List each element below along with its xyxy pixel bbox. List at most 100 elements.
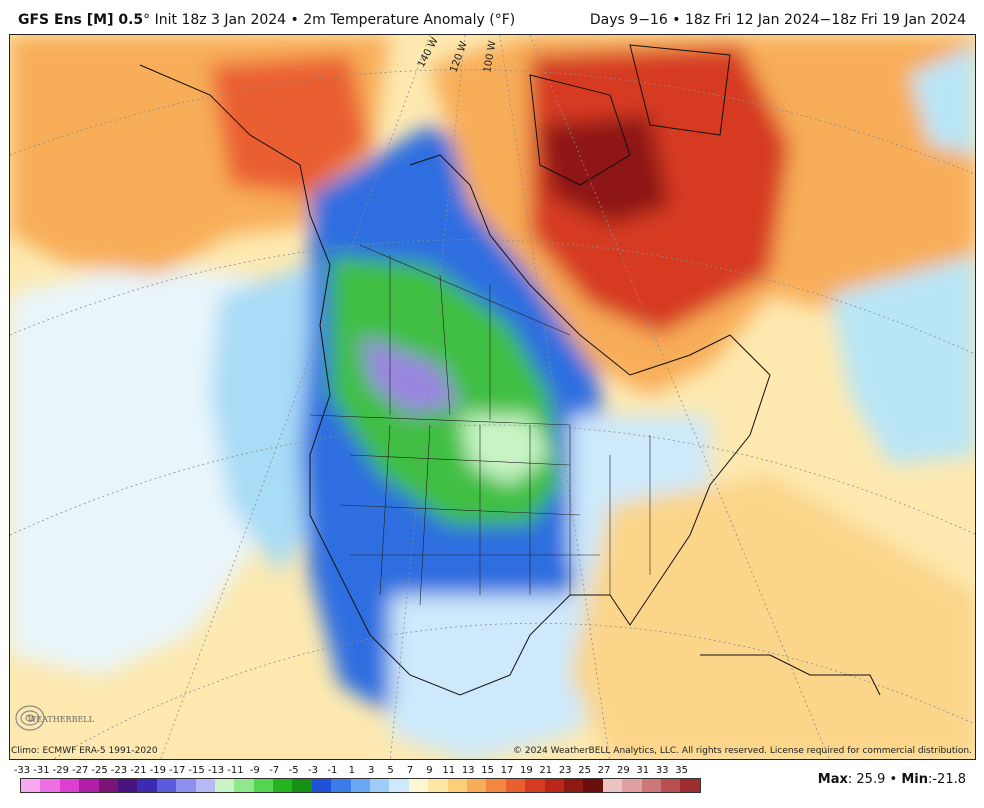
model-name: GFS Ens [M] 0.5 bbox=[18, 12, 144, 28]
legend-tick-label: -9 bbox=[249, 765, 260, 776]
legend-tick-label: 9 bbox=[426, 765, 433, 776]
max-value: 25.9 bbox=[856, 772, 886, 787]
legend-swatch bbox=[641, 779, 661, 792]
legend-tick-label: -13 bbox=[207, 765, 225, 776]
legend-labels: -33 -31 -29 -27 -25 -23 -21 -19 -17 -15 -13 -11 -9 -7… bbox=[14, 763, 704, 777]
legend-tick-label: -3 bbox=[308, 765, 318, 776]
longitude-line bbox=[529, 35, 830, 759]
max-label: Max bbox=[817, 772, 848, 787]
legend-tick-label: -25 bbox=[91, 765, 108, 776]
legend-tick-label: 27 bbox=[597, 765, 611, 776]
legend-swatch bbox=[156, 779, 177, 792]
period-days: Days 9−16 bbox=[589, 12, 668, 28]
latitude-line bbox=[10, 424, 975, 536]
legend-tick-label: -15 bbox=[188, 765, 205, 776]
legend-swatch bbox=[176, 779, 196, 792]
legend-swatch bbox=[544, 779, 564, 792]
graticule bbox=[10, 35, 975, 759]
legend-tick-label: -21 bbox=[130, 765, 147, 776]
legend-tick-label: 29 bbox=[617, 765, 630, 776]
legend-tick-label: 5 bbox=[387, 765, 394, 776]
logo-text: WEATHERBELL bbox=[28, 715, 95, 724]
legend-swatch bbox=[40, 779, 60, 792]
legend-swatch bbox=[292, 779, 312, 792]
alaska-warm-core bbox=[210, 55, 370, 195]
stats-separator: • bbox=[889, 772, 898, 787]
legend-swatch bbox=[389, 779, 409, 792]
legend-tick-label: 25 bbox=[578, 765, 591, 776]
legend-tick-label: -5 bbox=[288, 765, 299, 776]
legend-swatch bbox=[486, 779, 506, 792]
legend-swatch bbox=[660, 779, 681, 792]
legend-tick-label: 33 bbox=[655, 765, 669, 776]
legend-tick-label: 7 bbox=[406, 765, 414, 776]
arctic-island-coast bbox=[629, 44, 731, 136]
init-time: Init 18z 3 Jan 2024 bbox=[154, 12, 287, 28]
max-min-stats: Max: 25.9 • Min:-21.8 bbox=[817, 772, 966, 787]
legend-tick-label: -31 bbox=[33, 765, 50, 776]
legend-swatch bbox=[311, 779, 332, 792]
legend-swatch bbox=[214, 779, 235, 792]
legend-tick-label: -23 bbox=[110, 765, 128, 776]
state-border bbox=[339, 454, 600, 556]
legend-swatch bbox=[563, 779, 584, 792]
legend-swatch bbox=[79, 779, 99, 792]
political-boundaries bbox=[309, 244, 651, 606]
legend-swatch bbox=[59, 779, 80, 792]
min-label: Min bbox=[901, 772, 928, 787]
legend-swatch bbox=[21, 779, 41, 792]
legend-swatch bbox=[273, 779, 293, 792]
legend-tick-label: 11 bbox=[442, 765, 456, 776]
period-bullet: • bbox=[672, 12, 681, 28]
longitude-line bbox=[160, 35, 431, 759]
map-title: GFS Ens [M] 0.5° Init 18z 3 Jan 2024 • 2… bbox=[18, 12, 515, 28]
legend-tick-label: 13 bbox=[461, 765, 475, 776]
map-canvas: 140 W 120 W 100 W bbox=[10, 35, 975, 759]
climo-note: Climo: ECMWF ERA-5 1991-2020 bbox=[11, 746, 158, 756]
latitude-line bbox=[10, 69, 975, 175]
state-border bbox=[379, 424, 651, 606]
arctic-island-coast bbox=[529, 74, 631, 186]
legend-swatch bbox=[253, 779, 274, 792]
legend-tick-label: -17 bbox=[169, 765, 186, 776]
legend-swatch bbox=[602, 779, 623, 792]
legend-tick-label: 35 bbox=[675, 765, 688, 776]
legend-tick-label: -29 bbox=[52, 765, 69, 776]
legend-swatch bbox=[370, 779, 390, 792]
latitude-line bbox=[52, 622, 975, 759]
legend-swatch bbox=[350, 779, 371, 792]
legend-swatch bbox=[234, 779, 254, 792]
map-header: GFS Ens [M] 0.5° Init 18z 3 Jan 2024 • 2… bbox=[0, 0, 984, 34]
legend-swatch bbox=[525, 779, 545, 792]
legend-tick-label: 1 bbox=[348, 765, 355, 776]
weatherbell-logo: WEATHERBELL bbox=[15, 705, 95, 731]
legend-tick-label: 19 bbox=[520, 765, 533, 776]
valid-period: Days 9−16 • 18z Fri 12 Jan 2024−18z Fri … bbox=[590, 12, 966, 28]
longitude-line bbox=[499, 35, 611, 759]
legend-swatch bbox=[428, 779, 448, 792]
field-name: 2m Temperature Anomaly (°F) bbox=[303, 12, 516, 28]
degree-mark: ° bbox=[143, 12, 151, 28]
legend-tick-label: -11 bbox=[227, 765, 244, 776]
legend-swatch bbox=[117, 779, 138, 792]
copyright-note: © 2024 WeatherBELL Analytics, LLC. All r… bbox=[513, 746, 972, 756]
color-legend: -33 -31 -29 -27 -25 -23 -21 -19 -17 -15 -13 -11 -9 -7… bbox=[14, 763, 704, 803]
legend-swatch bbox=[680, 779, 700, 792]
legend-tick-label: -1 bbox=[327, 765, 338, 776]
title-bullet: • bbox=[290, 12, 299, 28]
longitude-line bbox=[389, 35, 466, 759]
legend-swatch bbox=[583, 779, 603, 792]
legend-swatch bbox=[195, 779, 215, 792]
legend-swatch bbox=[622, 779, 642, 792]
valid-range: 18z Fri 12 Jan 2024−18z Fri 19 Jan 2024 bbox=[684, 12, 966, 28]
legend-tick-label: 23 bbox=[558, 765, 572, 776]
legend-tick-label: -33 bbox=[13, 765, 31, 776]
legend-tick-label: 15 bbox=[481, 765, 494, 776]
legend-tick-label: -7 bbox=[269, 765, 280, 776]
anomaly-map: 140 W 120 W 100 W bbox=[9, 34, 976, 760]
legend-tick-label: 31 bbox=[636, 765, 650, 776]
legend-swatch bbox=[331, 779, 351, 792]
us-canada-border bbox=[309, 414, 571, 426]
anomaly-field bbox=[10, 35, 975, 759]
legend-color-bar bbox=[20, 778, 701, 793]
